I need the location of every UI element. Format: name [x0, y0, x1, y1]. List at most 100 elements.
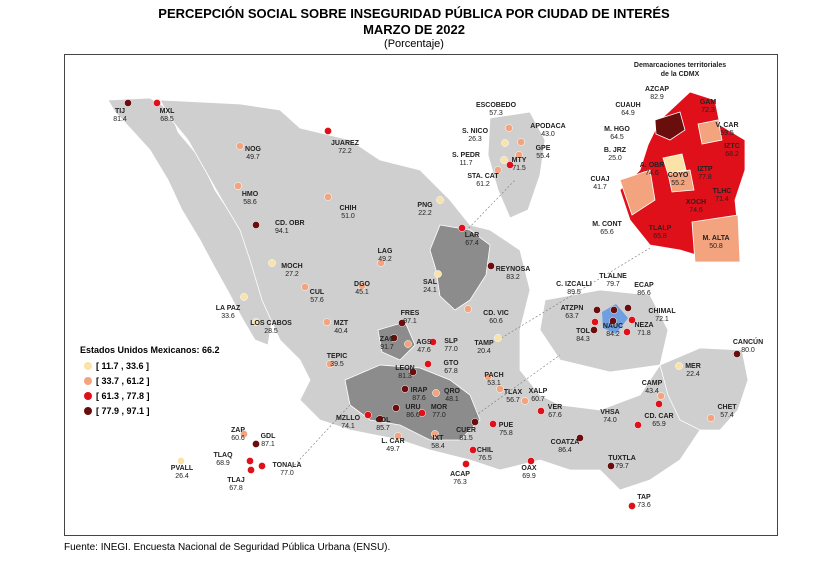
city-marker-pach [484, 373, 492, 381]
city-value-png: 22.2 [418, 210, 432, 217]
city-value-s-nico: 26.3 [468, 136, 482, 143]
azcap-district [654, 111, 686, 141]
city-value-ixt: 58.4 [431, 443, 445, 450]
city-marker-vhsa [634, 421, 642, 429]
cdmx-inset [619, 91, 746, 263]
district-name-cuauh: CUAUH [615, 102, 640, 109]
city-marker-chet [707, 414, 715, 422]
city-marker-tlax [496, 385, 504, 393]
city-value-gto: 67.8 [444, 368, 458, 375]
city-marker-mzt [323, 318, 331, 326]
city-name-l-car: L. CAR [381, 438, 404, 445]
city-value-reynosa: 83.2 [506, 274, 520, 281]
city-name-la-paz: LA PAZ [216, 305, 241, 312]
district-value-azcap: 82.9 [650, 94, 664, 101]
cdmx-inset-title-2: de la CDMX [661, 71, 700, 78]
city-value-lag: 49.2 [378, 256, 392, 263]
city-name-oax: OAX [521, 465, 537, 472]
city-marker-sal [434, 270, 442, 278]
cdmx-inset-title-1: Demarcaciones territoriales [634, 62, 726, 69]
city-value-sal: 24.1 [423, 287, 437, 294]
city-name-escobedo: ESCOBEDO [476, 102, 517, 109]
city-marker-cul [301, 283, 309, 291]
city-marker-cd-car [655, 400, 663, 408]
city-value-camp: 43.4 [645, 388, 659, 395]
city-value-mxl: 68.5 [160, 116, 174, 123]
district-value-iztc: 68.2 [725, 151, 739, 158]
city-name-pvall: PVALL [171, 465, 194, 472]
city-value-moch: 27.2 [285, 271, 299, 278]
city-name-sta-cat: STA. CAT [467, 173, 499, 180]
city-name-gpe: GPE [536, 145, 551, 152]
city-name-moch: MOCH [281, 263, 302, 270]
legend-swatch-1 [84, 362, 92, 370]
city-marker-xalp [521, 397, 529, 405]
city-value-mor: 77.0 [432, 412, 446, 419]
district-name-v-car: V. CAR [715, 122, 738, 129]
coahuila-nuevo-leon [429, 224, 491, 311]
city-value-los-cabos: 28.5 [264, 328, 278, 335]
district-value-v-car: 59.5 [720, 130, 734, 137]
district-value-cuauh: 64.9 [621, 110, 635, 117]
city-value-tonala: 77.0 [280, 470, 294, 477]
city-name-mzllo: MZLLO [336, 415, 361, 422]
city-name-nauc: NAUC [603, 323, 623, 330]
city-marker-gto [424, 360, 432, 368]
city-name-uru: URU [405, 404, 420, 411]
district-name-iztp: IZTP [697, 166, 712, 173]
city-marker-nog [236, 142, 244, 150]
city-marker-c-izcalli [593, 306, 601, 314]
district-value-m-hgo: 64.5 [610, 134, 624, 141]
city-value-xalp: 60.7 [531, 396, 545, 403]
city-value-zac: 91.7 [380, 344, 394, 351]
connector-line [289, 404, 351, 471]
city-name-pue: PUE [499, 422, 514, 429]
city-name-mor: MOR [431, 404, 447, 411]
coyo-district [667, 169, 695, 193]
city-value-la-paz: 33.6 [221, 313, 235, 320]
city-name-chil: CHIL [477, 447, 494, 454]
city-value-hmo: 58.6 [243, 199, 257, 206]
city-value-pach: 53.1 [487, 380, 501, 387]
city-name-chih: CHIH [339, 205, 356, 212]
district-name-tlhc: TLHC [713, 188, 732, 195]
map-legend: Estados Unidos Mexicanos: 66.2 [ 11.7 , … [80, 345, 220, 416]
map-frame [64, 54, 778, 536]
city-name-cul: CUL [310, 289, 325, 296]
legend-swatch-2 [84, 377, 92, 385]
city-marker-acap [462, 460, 470, 468]
city-value-l-car: 49.7 [386, 446, 400, 453]
city-value-nog: 49.7 [246, 154, 260, 161]
map-units: (Porcentaje) [384, 38, 444, 50]
district-value-xoch: 74.6 [689, 207, 703, 214]
city-name-reynosa: REYNOSA [496, 266, 531, 273]
city-name-lar: LAR [465, 232, 479, 239]
city-value-s-pedr: 11.7 [459, 160, 472, 167]
city-marker-atzpn [591, 318, 599, 326]
connector-line [474, 354, 561, 417]
baja-california [107, 97, 273, 346]
city-marker-los-cabos [252, 318, 260, 326]
city-value-lar: 67.4 [465, 240, 479, 247]
city-value-mzllo: 74.1 [341, 423, 355, 430]
city-marker-lar [458, 224, 466, 232]
city-marker-mzllo [364, 411, 372, 419]
city-value-cd-obr: 94.1 [275, 228, 289, 235]
city-marker-tlaq [246, 457, 254, 465]
city-marker-irap [401, 385, 409, 393]
city-marker-mor [418, 409, 426, 417]
city-marker-cd-vic [464, 305, 472, 313]
city-value-chil: 76.5 [478, 455, 492, 462]
city-marker-escobedo [505, 124, 513, 132]
district-value-tlalp: 65.8 [653, 233, 667, 240]
city-marker-tol [590, 326, 598, 334]
city-value-chet: 57.4 [720, 412, 734, 419]
city-value-fres: 97.1 [403, 318, 417, 325]
city-marker-chil [469, 446, 477, 454]
city-marker-s-pedr [500, 156, 508, 164]
city-value-ver: 67.6 [548, 412, 562, 419]
city-name-sal: SAL [423, 279, 438, 286]
city-value-apodaca: 43.0 [541, 131, 555, 138]
city-name-coatza: COATZA [551, 439, 580, 446]
legend-swatch-4 [84, 407, 92, 415]
